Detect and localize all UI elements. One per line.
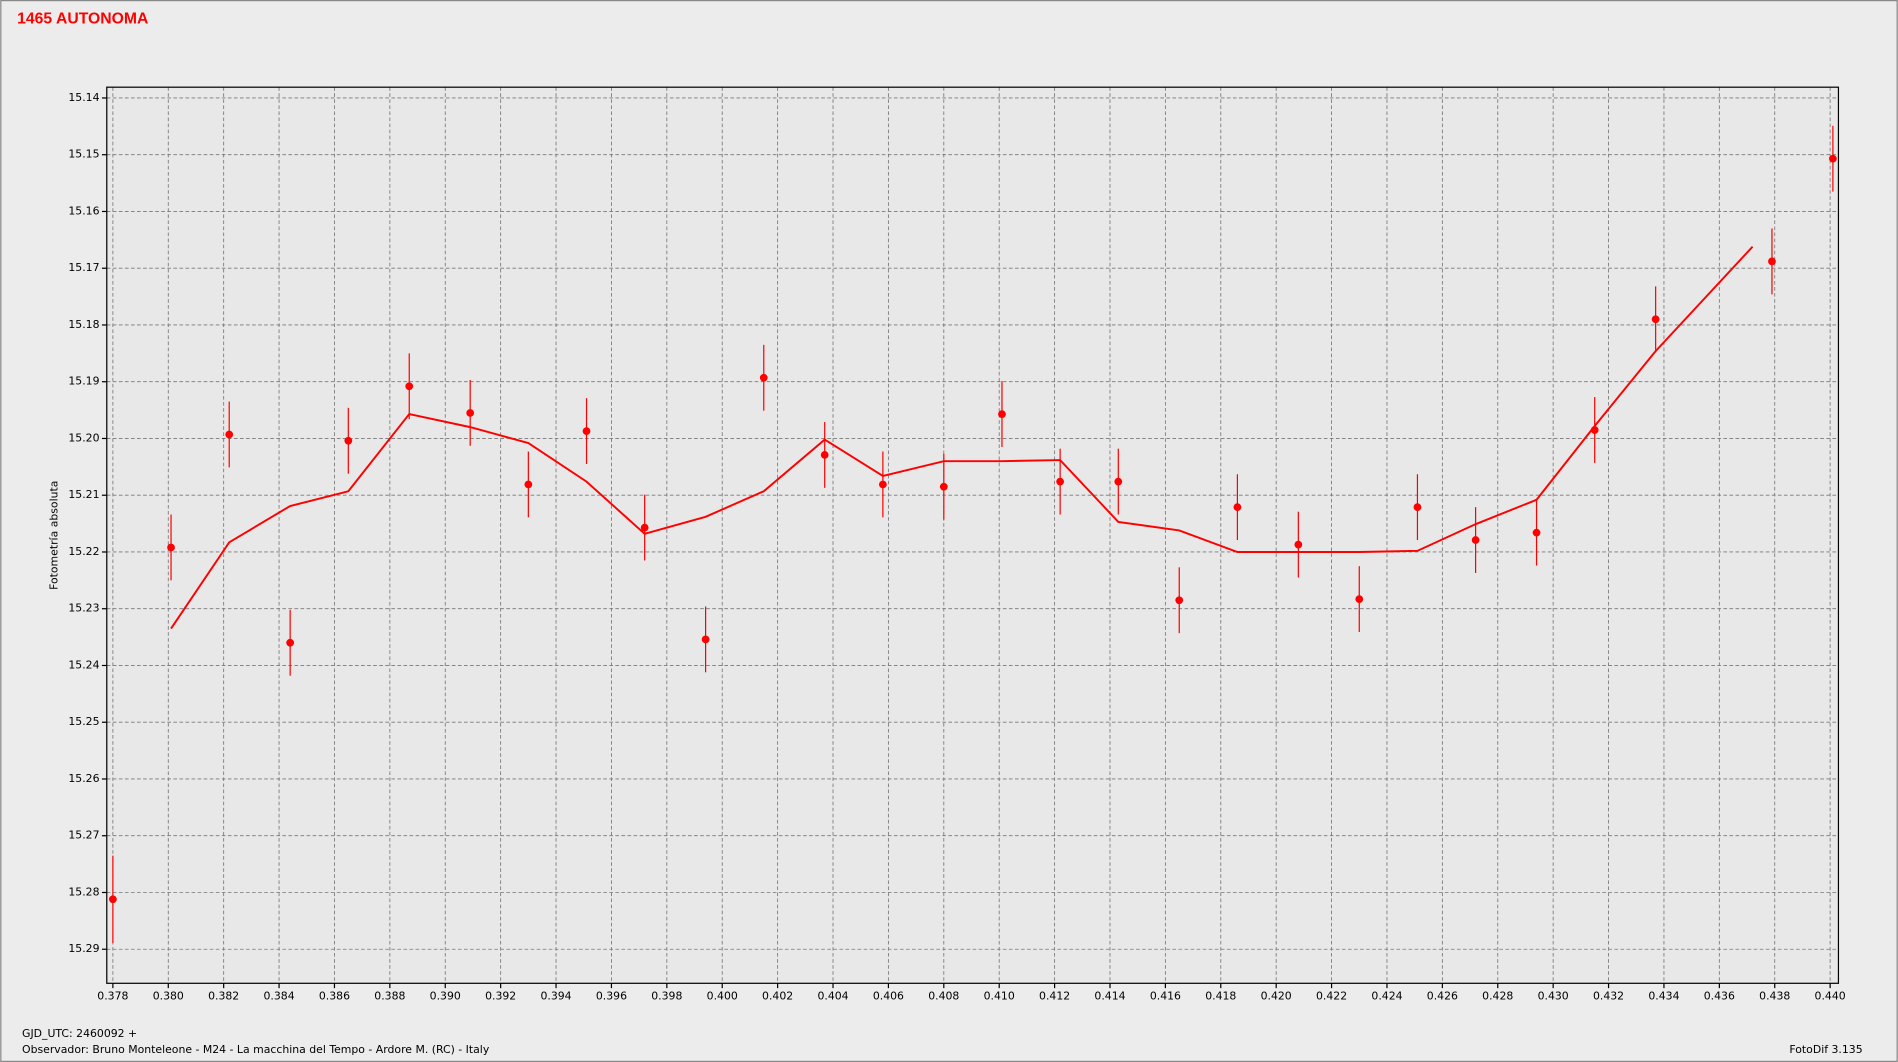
data-point (286, 638, 295, 647)
footer-date: GJD_UTC: 2460092 + (22, 1027, 137, 1040)
data-point (1413, 503, 1422, 512)
y-tick-label: 15.15 (68, 148, 99, 161)
data-point (524, 480, 533, 489)
data-point (820, 451, 829, 459)
x-tick-label: 0.404 (817, 990, 848, 1003)
x-tick-label: 0.384 (263, 990, 294, 1003)
y-tick-label: 15.20 (68, 431, 99, 444)
y-axis-label: Fotometría absoluta (48, 481, 61, 590)
x-tick-label: 0.396 (596, 990, 627, 1003)
data-point (405, 382, 414, 391)
data-point (1294, 540, 1303, 549)
x-tick-label: 0.402 (762, 990, 793, 1003)
x-tick-label: 0.422 (1316, 990, 1347, 1003)
x-tick-label: 0.436 (1704, 990, 1735, 1003)
data-point (939, 482, 948, 491)
x-tick-label: 0.414 (1094, 990, 1125, 1003)
plot-border (106, 86, 1840, 984)
y-tick-label: 15.27 (68, 829, 99, 842)
data-point (759, 373, 768, 382)
x-tick-label: 0.400 (707, 990, 738, 1003)
y-tick-label: 15.24 (68, 658, 99, 671)
y-tick-label: 15.22 (68, 545, 99, 558)
data-point (466, 409, 475, 417)
x-tick-label: 0.386 (319, 990, 350, 1003)
x-tick-label: 0.388 (374, 990, 405, 1003)
data-point (1768, 257, 1776, 266)
y-tick-label: 15.18 (68, 318, 99, 331)
y-tick-label: 15.23 (68, 602, 99, 615)
data-point (1175, 596, 1184, 605)
data-point (1056, 477, 1065, 486)
x-tick-label: 0.412 (1039, 990, 1070, 1003)
x-tick-label: 0.430 (1538, 990, 1569, 1003)
x-tick-label: 0.378 (97, 990, 128, 1003)
data-point (167, 543, 175, 552)
data-point (878, 480, 887, 489)
x-tick-label: 0.434 (1648, 990, 1679, 1003)
software-label: FotoDif 3.135 (1789, 1043, 1862, 1056)
data-point (109, 895, 117, 904)
x-tick-label: 0.406 (873, 990, 904, 1003)
x-tick-label: 0.398 (651, 990, 682, 1003)
fit-line (170, 245, 1754, 630)
data-point (640, 523, 649, 532)
x-tick-label: 0.440 (1815, 990, 1846, 1003)
data-point (1471, 536, 1480, 544)
footer-observer: Observador: Bruno Monteleone - M24 - La … (22, 1043, 490, 1056)
x-tick-label: 0.392 (485, 990, 516, 1003)
x-tick-label: 0.426 (1427, 990, 1458, 1003)
data-point (701, 635, 710, 644)
y-tick-label: 15.25 (68, 715, 99, 728)
data-point (582, 427, 591, 435)
y-tick-label: 15.17 (68, 261, 99, 274)
x-tick-label: 0.380 (153, 990, 184, 1003)
x-tick-label: 0.416 (1150, 990, 1181, 1003)
data-point (344, 436, 353, 445)
x-tick-label: 0.410 (984, 990, 1015, 1003)
data-point (1233, 503, 1242, 512)
y-tick-label: 15.14 (68, 91, 99, 104)
data-point (1355, 595, 1364, 603)
y-tick-label: 15.29 (68, 942, 99, 955)
x-tick-label: 0.428 (1482, 990, 1513, 1003)
x-tick-label: 0.390 (430, 990, 461, 1003)
y-tick-label: 15.19 (68, 375, 99, 388)
x-tick-label: 0.420 (1261, 990, 1292, 1003)
data-point (225, 430, 234, 439)
x-tick-label: 0.418 (1205, 990, 1236, 1003)
plot-area (106, 87, 1839, 984)
data-point (998, 410, 1006, 418)
y-tick-label: 15.26 (68, 772, 99, 785)
data-point (1829, 154, 1837, 163)
plot-layer: 15.14 15.15 15.16 15.17 15.18 15.19 15.20 15.21… (68, 87, 1846, 1003)
data-point (1651, 315, 1660, 324)
x-tick-label: 0.438 (1759, 990, 1790, 1003)
x-tick-label: 0.424 (1371, 990, 1402, 1003)
y-tick-label: 15.21 (68, 488, 99, 501)
x-tick-label: 0.408 (928, 990, 959, 1003)
x-tick-label: 0.382 (208, 990, 239, 1003)
data-point (1114, 477, 1123, 486)
x-tick-label: 0.394 (540, 990, 571, 1003)
y-tick-label: 15.28 (68, 885, 99, 898)
y-tick-label: 15.16 (68, 204, 99, 217)
data-point (1532, 528, 1541, 537)
x-tick-label: 0.432 (1593, 990, 1624, 1003)
chart-title: 1465 AUTONOMA (17, 11, 148, 28)
